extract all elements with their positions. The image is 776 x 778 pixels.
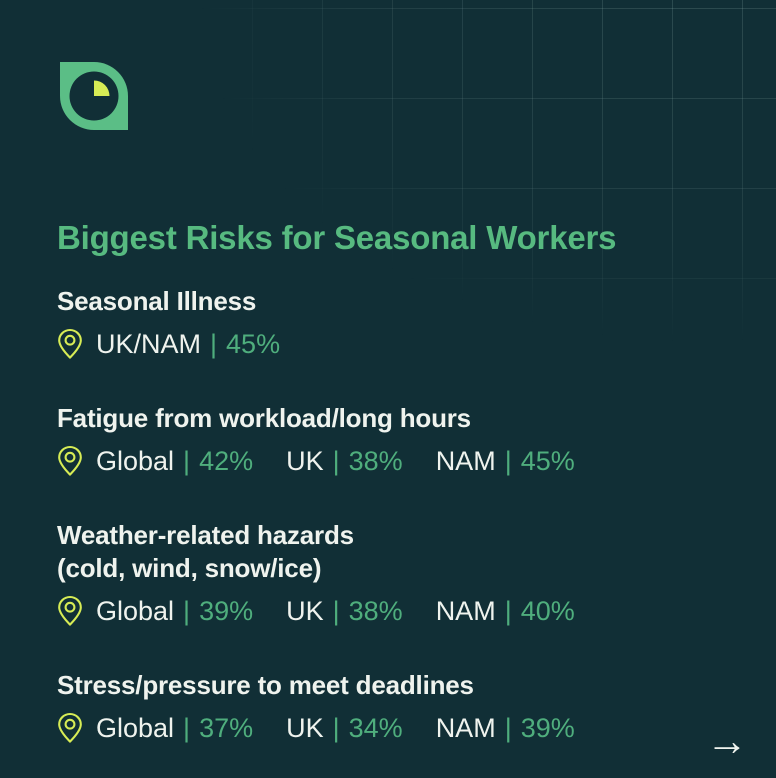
stat-row: Global | 37% UK | 34% NAM | 39% <box>57 710 740 746</box>
stat-percentage-value: 34% <box>348 713 403 743</box>
stat-group: UK | 38% <box>286 594 403 628</box>
page-title: Biggest Risks for Seasonal Workers <box>57 219 617 256</box>
stat-separator: | <box>332 596 340 626</box>
stat-group: UK/NAM | 45% <box>96 327 280 361</box>
risk-section: Weather-related hazards (cold, wind, snow… <box>57 519 740 629</box>
stat-group: NAM | 40% <box>436 594 575 628</box>
stat-list: Global | 42% UK | 38% NAM | 45% <box>96 444 575 478</box>
stat-region-label: Global <box>96 713 175 743</box>
location-pin-icon <box>57 712 83 744</box>
stat-row: UK/NAM | 45% <box>57 326 740 362</box>
stat-list: Global | 37% UK | 34% NAM | 39% <box>96 711 575 745</box>
stat-percentage-value: 45% <box>520 446 575 476</box>
content-area: Biggest Risks for Seasonal Workers Seaso… <box>57 219 740 778</box>
stat-separator: | <box>183 446 191 476</box>
risk-heading-line: (cold, wind, snow/ice) <box>57 553 322 583</box>
stat-list: UK/NAM | 45% <box>96 327 280 361</box>
location-pin-icon <box>57 328 83 360</box>
stat-percentage-value: 37% <box>199 713 254 743</box>
stat-percentage-value: 39% <box>520 713 575 743</box>
stat-group: NAM | 45% <box>436 444 575 478</box>
stat-region-label: Global <box>96 446 175 476</box>
stat-region-label: NAM <box>435 596 496 626</box>
stat-separator: | <box>504 713 512 743</box>
pie-leaf-logo-icon <box>60 62 128 130</box>
risk-heading: Weather-related hazards (cold, wind, snow… <box>57 519 740 585</box>
next-arrow-icon[interactable]: → <box>706 717 748 764</box>
risk-section: Seasonal Illness UK/NAM | 45% <box>57 285 740 362</box>
stat-region-label: UK <box>286 596 324 626</box>
stat-percentage-value: 38% <box>348 446 403 476</box>
risk-heading-line: Weather-related hazards <box>57 520 354 550</box>
stat-percentage-value: 45% <box>226 329 281 359</box>
stat-percentage-value: 39% <box>199 596 254 626</box>
stat-group: Global | 39% <box>96 594 253 628</box>
risk-heading-line: Stress/pressure to meet deadlines <box>57 670 474 700</box>
stat-region-label: UK/NAM <box>96 329 202 359</box>
stat-percentage-value: 42% <box>199 446 254 476</box>
stat-percentage-value: 40% <box>520 596 575 626</box>
stat-row: Global | 42% UK | 38% NAM | 45% <box>57 443 740 479</box>
risk-sections: Seasonal Illness UK/NAM | 45% Fatigue from… <box>57 285 740 746</box>
stat-group: UK | 38% <box>286 444 403 478</box>
stat-row: Global | 39% UK | 38% NAM | 40% <box>57 593 740 629</box>
stat-region-label: UK <box>286 446 324 476</box>
risk-section: Stress/pressure to meet deadlines Global… <box>57 669 740 746</box>
stat-region-label: UK <box>286 713 324 743</box>
stat-separator: | <box>332 713 340 743</box>
stat-separator: | <box>210 329 218 359</box>
brand-logo <box>60 62 128 130</box>
stat-group: Global | 37% <box>96 711 253 745</box>
risk-heading: Stress/pressure to meet deadlines <box>57 669 740 702</box>
risk-section: Fatigue from workload/long hours Global |… <box>57 402 740 479</box>
risk-heading: Fatigue from workload/long hours <box>57 402 740 435</box>
stat-group: Global | 42% <box>96 444 253 478</box>
stat-group: UK | 34% <box>286 711 403 745</box>
stat-separator: | <box>183 713 191 743</box>
stat-region-label: NAM <box>435 446 496 476</box>
stat-percentage-value: 38% <box>348 596 403 626</box>
stat-separator: | <box>332 446 340 476</box>
stat-separator: | <box>504 596 512 626</box>
stat-group: NAM | 39% <box>436 711 575 745</box>
risk-heading-line: Fatigue from workload/long hours <box>57 403 471 433</box>
stat-separator: | <box>504 446 512 476</box>
location-pin-icon <box>57 445 83 477</box>
location-pin-icon <box>57 595 83 627</box>
risk-heading: Seasonal Illness <box>57 285 740 318</box>
stat-separator: | <box>183 596 191 626</box>
stat-region-label: NAM <box>435 713 496 743</box>
risk-heading-line: Seasonal Illness <box>57 286 257 316</box>
stat-region-label: Global <box>96 596 175 626</box>
stat-list: Global | 39% UK | 38% NAM | 40% <box>96 594 575 628</box>
